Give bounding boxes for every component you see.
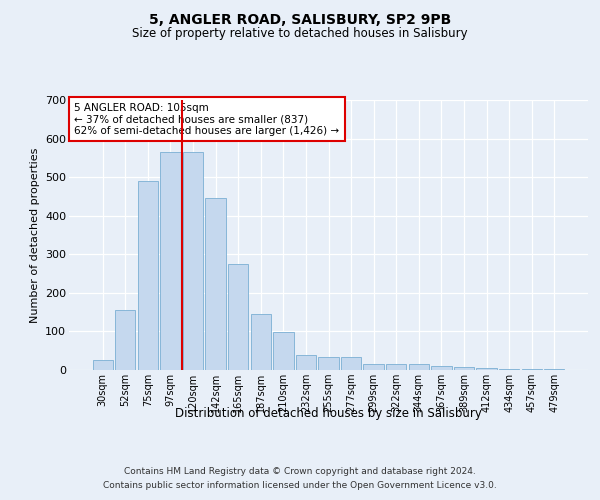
Bar xyxy=(160,152,181,370)
Bar xyxy=(296,356,316,370)
Text: Size of property relative to detached houses in Salisbury: Size of property relative to detached ho… xyxy=(132,28,468,40)
Bar xyxy=(476,368,497,370)
Bar xyxy=(228,264,248,370)
Text: 5, ANGLER ROAD, SALISBURY, SP2 9PB: 5, ANGLER ROAD, SALISBURY, SP2 9PB xyxy=(149,12,451,26)
Bar xyxy=(454,367,474,370)
Text: Contains public sector information licensed under the Open Government Licence v3: Contains public sector information licen… xyxy=(103,481,497,490)
Bar xyxy=(115,310,136,370)
Y-axis label: Number of detached properties: Number of detached properties xyxy=(29,148,40,322)
Bar xyxy=(319,356,338,370)
Bar xyxy=(205,198,226,370)
Bar xyxy=(341,356,361,370)
Bar xyxy=(409,364,429,370)
Bar xyxy=(273,332,293,370)
Bar xyxy=(544,369,565,370)
Bar xyxy=(183,152,203,370)
Text: Contains HM Land Registry data © Crown copyright and database right 2024.: Contains HM Land Registry data © Crown c… xyxy=(124,468,476,476)
Bar xyxy=(138,181,158,370)
Text: 5 ANGLER ROAD: 105sqm
← 37% of detached houses are smaller (837)
62% of semi-det: 5 ANGLER ROAD: 105sqm ← 37% of detached … xyxy=(74,102,340,136)
Bar xyxy=(431,366,452,370)
Bar xyxy=(92,360,113,370)
Bar xyxy=(386,364,406,370)
Text: Distribution of detached houses by size in Salisbury: Distribution of detached houses by size … xyxy=(175,408,482,420)
Bar xyxy=(521,369,542,370)
Bar xyxy=(364,364,384,370)
Bar xyxy=(499,369,519,370)
Bar xyxy=(251,314,271,370)
